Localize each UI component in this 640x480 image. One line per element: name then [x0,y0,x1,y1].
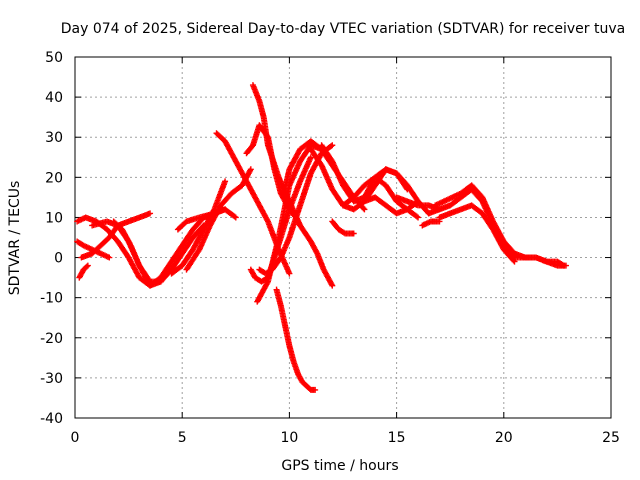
data-point [231,213,238,220]
data-marks [74,82,569,393]
data-point [312,386,319,393]
data-point [562,262,569,269]
x-tick-label: 0 [71,430,80,446]
y-tick-label: -30 [40,371,63,387]
data-point [510,257,517,264]
data-point [286,270,293,277]
x-tick-label: 25 [602,430,620,446]
data-point [247,166,254,173]
y-axis-label: SDTVAR / TECUs [7,181,23,296]
plot-frame [74,56,612,419]
y-tick-label: 40 [45,90,63,106]
y-tick-label: 0 [54,251,63,267]
y-tick-label: 20 [45,170,63,186]
series-arc-16 [273,286,319,393]
y-tick-label: 30 [45,130,63,146]
x-axis-label: GPS time / hours [281,458,398,474]
data-point [84,262,91,269]
data-point [340,229,347,236]
data-point [511,258,518,265]
data-point [222,178,229,185]
data-point [329,282,336,289]
y-tick-label: -20 [40,331,63,347]
series-arc-19 [318,142,432,217]
y-tick-label: -40 [40,411,63,427]
data-point [361,206,368,213]
series-arc-10 [213,130,293,277]
x-tick-label: 15 [388,430,406,446]
y-tick-label: 10 [45,210,63,226]
x-tick-label: 10 [280,430,298,446]
data-point [415,214,422,221]
data-point [436,218,443,225]
y-tick-label: 50 [45,50,63,66]
y-tick-label: -10 [40,291,63,307]
data-point [328,143,335,150]
data-point [360,205,367,212]
series-arc-20 [340,174,422,221]
data-point [329,142,336,149]
series-arc-09 [183,166,254,273]
chart-title: Day 074 of 2025, Sidereal Day-to-day VTE… [61,21,625,37]
series-arc-21 [361,194,422,217]
data-point [232,214,239,221]
x-tick-label: 5 [178,430,187,446]
data-point [413,213,420,220]
series-arc-27 [419,218,443,229]
axis-ticks: 0 5 10 15 20 25 -40 -30 -20 -10 0 10 20 30 40 50 [40,50,620,446]
series-arc-03 [76,262,91,281]
series-arc-22 [329,218,357,237]
data-point [106,254,113,261]
data-point [83,263,90,270]
data-point [147,210,154,217]
x-tick-label: 20 [495,430,513,446]
data-point [350,230,357,237]
series-arc-04 [78,210,154,261]
series-arc-14 [256,142,336,277]
